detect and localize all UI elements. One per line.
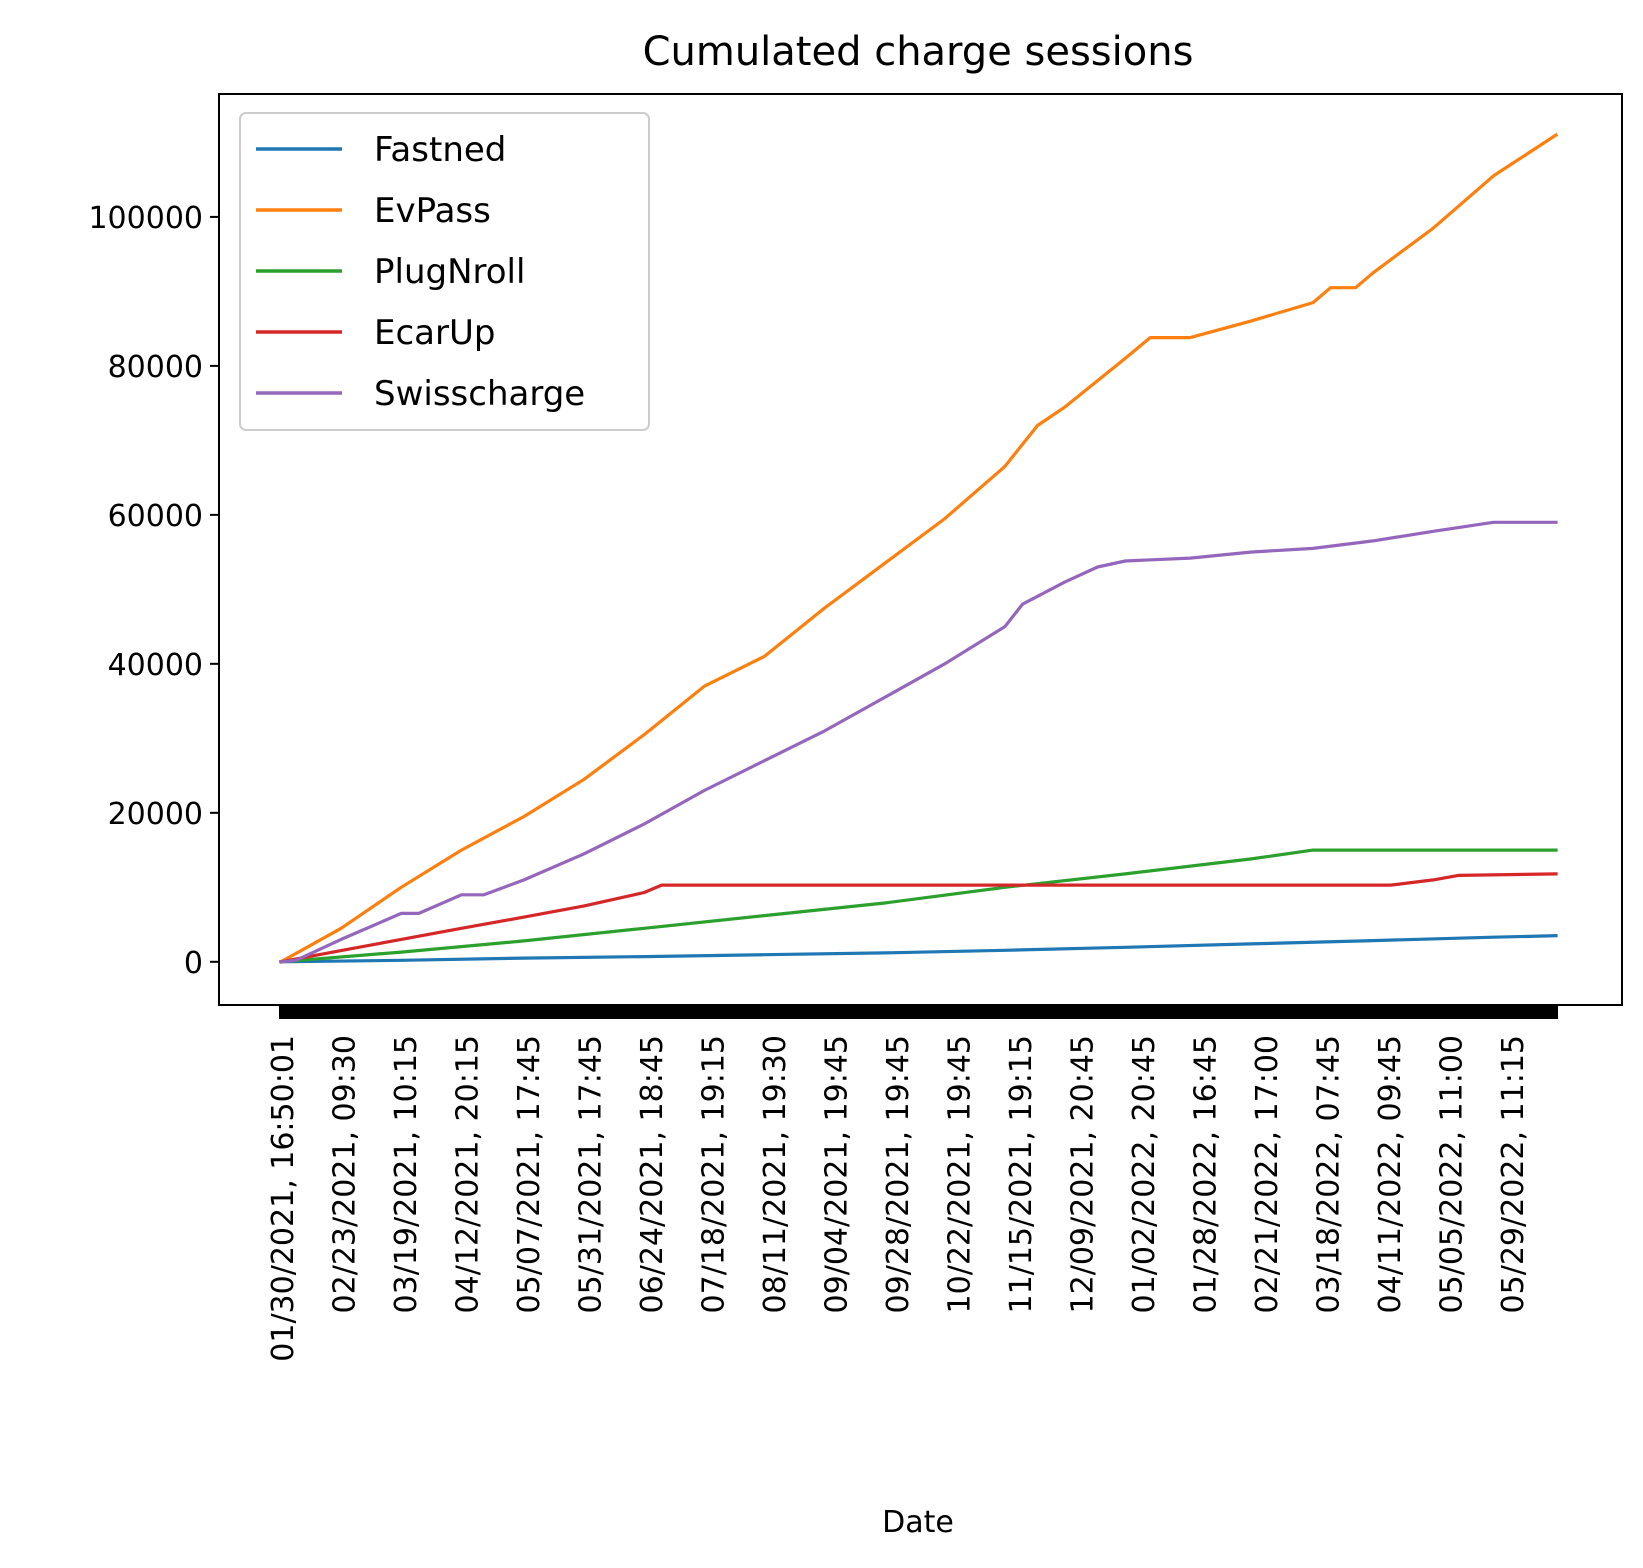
x-tick-label: 05/07/2021, 17:45 [512, 1035, 547, 1313]
plot-frame [218, 93, 1623, 1006]
x-axis: 01/30/2021, 16:50:01 02/23/2021, 09:30 03/… [266, 1006, 1558, 1362]
legend-label-evpass: EvPass [374, 191, 491, 231]
y-tick-label: 80000 [108, 350, 203, 385]
chart-title: Cumulated charge sessions [643, 29, 1194, 75]
x-tick-label: 01/30/2021, 16:50:01 [266, 1035, 301, 1362]
x-tick-label: 09/04/2021, 19:45 [820, 1035, 855, 1313]
series-line-swisscharge [279, 520, 1558, 964]
x-tick-label: 10/22/2021, 19:45 [943, 1035, 978, 1313]
x-tick-label: 04/12/2021, 20:15 [451, 1035, 486, 1313]
x-tick-label: 05/29/2022, 11:15 [1496, 1035, 1531, 1313]
x-tick-label: 09/28/2021, 19:45 [881, 1035, 916, 1313]
legend-label-fastned: Fastned [374, 130, 506, 170]
x-axis-label: Date [882, 1505, 954, 1540]
legend-label-swisscharge: Swisscharge [374, 374, 585, 414]
series-line-plugnroll [279, 848, 1558, 964]
x-tick-label: 02/23/2021, 09:30 [328, 1035, 363, 1313]
y-axis: 0 20000 40000 60000 80000 100000 [88, 201, 219, 981]
x-tick-label: 11/15/2021, 19:15 [1004, 1035, 1039, 1313]
series-line-evpass [278, 132, 1559, 964]
y-tick-label: 0 [184, 946, 203, 981]
x-tick-label: 04/11/2022, 09:45 [1373, 1035, 1408, 1313]
x-tick-label: 05/31/2021, 17:45 [574, 1035, 609, 1313]
y-tick-label: 20000 [108, 797, 203, 832]
x-tick-label: 07/18/2021, 19:15 [697, 1035, 732, 1313]
x-tick-label: 01/02/2022, 20:45 [1127, 1035, 1162, 1313]
x-tick-label: 03/19/2021, 10:15 [389, 1035, 424, 1313]
y-tick-label: 40000 [108, 648, 203, 683]
x-tick-label: 03/18/2022, 07:45 [1312, 1035, 1347, 1313]
series-line-fastned [279, 934, 1558, 964]
y-tick-label: 60000 [108, 499, 203, 534]
x-tick-label: 05/05/2022, 11:00 [1435, 1035, 1470, 1313]
x-tick-label: 12/09/2021, 20:45 [1066, 1035, 1101, 1313]
y-tick-label: 100000 [88, 201, 203, 236]
series-line-ecarup [279, 872, 1558, 964]
x-tick-label: 01/28/2022, 16:45 [1189, 1035, 1224, 1313]
legend-box [239, 112, 650, 431]
plot-area [278, 132, 1559, 964]
x-tick-label: 08/11/2021, 19:30 [758, 1035, 793, 1313]
x-tick-label: 02/21/2022, 17:00 [1250, 1035, 1285, 1313]
legend-label-ecarup: EcarUp [374, 313, 495, 353]
x-tick-label: 06/24/2021, 18:45 [635, 1035, 670, 1313]
x-tick-band [279, 1006, 1558, 1019]
legend-label-plugnroll: PlugNroll [374, 252, 525, 292]
legend: Fastned EvPass PlugNroll EcarUp Swisscharge [239, 112, 650, 431]
